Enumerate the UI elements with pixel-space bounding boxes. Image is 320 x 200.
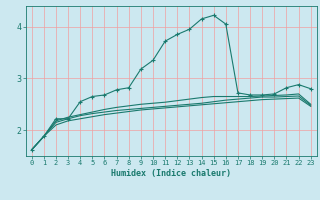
X-axis label: Humidex (Indice chaleur): Humidex (Indice chaleur) bbox=[111, 169, 231, 178]
